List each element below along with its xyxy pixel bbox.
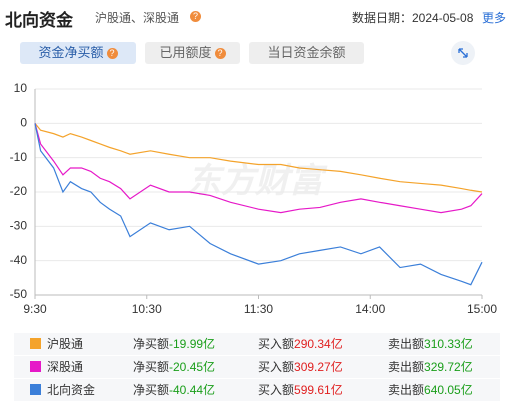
series-line (34, 122, 483, 193)
summary-cell: 买入额599.61亿 (258, 379, 343, 401)
tab-label: 资金净买额 (38, 45, 104, 60)
expand-button[interactable] (451, 41, 475, 65)
legend-swatch (30, 361, 41, 372)
summary-value: 329.72亿 (424, 360, 473, 374)
legend-swatch (30, 384, 41, 395)
summary-label: 净买额 (133, 383, 170, 397)
summary-cell: 净买额-40.44亿 (133, 379, 215, 401)
legend-swatch (30, 338, 41, 349)
summary-label: 净买额 (133, 337, 170, 351)
summary-value: -19.99亿 (169, 337, 216, 351)
summary-value: 290.34亿 (294, 337, 343, 351)
summary-cell: 卖出额640.05亿 (388, 379, 473, 401)
watermark: 东方财富 (187, 162, 328, 200)
tab-label: 当日资金余额 (267, 45, 346, 60)
y-tick-label: -50 (10, 287, 28, 301)
summary-label: 买入额 (258, 383, 295, 397)
subtitle: 沪股通、深股通 (95, 11, 180, 25)
y-tick-label: 0 (20, 116, 27, 130)
help-icon[interactable]: ? (106, 48, 118, 60)
summary-cell: 净买额-20.45亿 (133, 356, 215, 378)
expand-icon (458, 48, 468, 58)
x-tick-label: 15:00 (467, 302, 497, 316)
legend-name: 北向资金 (47, 383, 96, 397)
legend-row: 深股通 净买额-20.45亿 买入额309.27亿 卖出额329.72亿 (14, 356, 500, 378)
legend-name: 沪股通 (47, 337, 84, 351)
y-tick-label: -20 (10, 184, 28, 198)
summary-value: -40.44亿 (169, 383, 216, 397)
summary-value: 310.33亿 (424, 337, 473, 351)
tab[interactable]: 资金净买额? (20, 42, 136, 64)
series-line (34, 123, 483, 286)
y-tick-label: 10 (14, 81, 28, 95)
summary-label: 卖出额 (388, 383, 425, 397)
summary-value: -20.45亿 (169, 360, 216, 374)
summary-label: 卖出额 (388, 360, 425, 374)
legend-name: 深股通 (47, 360, 84, 374)
summary-cell: 买入额309.27亿 (258, 356, 343, 378)
chart: 东方财富 10 0 -10 -20 -30 -40 -509:30 10:30 11:30 14:… (10, 81, 498, 316)
x-tick-label: 10:30 (132, 302, 162, 316)
summary-value: 309.27亿 (294, 360, 343, 374)
y-tick-label: -10 (10, 150, 28, 164)
y-tick-label: -40 (10, 253, 28, 267)
x-tick-label: 11:30 (244, 302, 273, 316)
summary-label: 买入额 (258, 360, 295, 374)
summary-label: 买入额 (258, 337, 295, 351)
data-date: 数据日期：2024-05-08 (352, 11, 474, 25)
x-tick-label: 14:00 (355, 302, 385, 316)
legend-row: 沪股通 净买额-19.99亿 买入额290.34亿 卖出额310.33亿 (14, 333, 500, 355)
summary-value: 640.05亿 (424, 383, 473, 397)
help-icon[interactable]: ? (190, 11, 201, 22)
summary-cell: 卖出额329.72亿 (388, 356, 473, 378)
legend-row: 北向资金 净买额-40.44亿 买入额599.61亿 卖出额640.05亿 (14, 379, 500, 401)
help-icon[interactable]: ? (214, 48, 226, 60)
tab-label: 已用额度 (159, 45, 212, 60)
tab[interactable]: 当日资金余额 (249, 42, 364, 64)
summary-cell: 净买额-19.99亿 (133, 333, 215, 355)
tab[interactable]: 已用额度? (145, 42, 240, 64)
more-link[interactable]: 更多 (482, 11, 507, 25)
x-tick-label: 9:30 (23, 302, 47, 316)
summary-label: 卖出额 (388, 337, 425, 351)
summary-value: 599.61亿 (294, 383, 343, 397)
summary-label: 净买额 (133, 360, 170, 374)
title: 北向资金 (5, 11, 73, 30)
series-line (34, 123, 483, 214)
legend-table: 沪股通 净买额-19.99亿 买入额290.34亿 卖出额310.33亿 深股通 净买额-… (14, 333, 500, 402)
summary-cell: 卖出额310.33亿 (388, 333, 473, 355)
summary-cell: 买入额290.34亿 (258, 333, 343, 355)
y-tick-label: -30 (10, 219, 28, 233)
